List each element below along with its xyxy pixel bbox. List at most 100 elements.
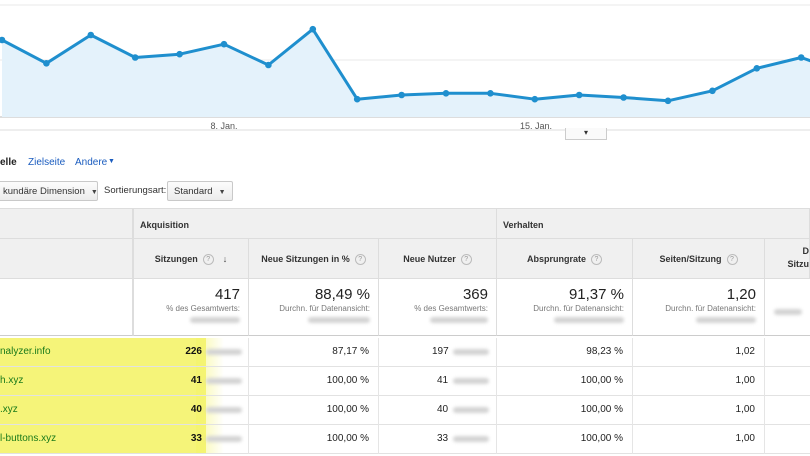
- column-header-new-users[interactable]: Neue Nutzer?: [379, 239, 497, 279]
- totals-sessions-sub: % des Gesamtwerts:: [166, 304, 240, 313]
- chevron-down-icon: ▾: [583, 128, 588, 137]
- chevron-down-icon[interactable]: ▼: [108, 158, 115, 165]
- row-source-link[interactable]: l-buttons.xyz: [0, 433, 57, 444]
- row-new-sessions: 87,17 %: [249, 338, 379, 367]
- row-sessions: 40: [133, 396, 249, 425]
- series-line: [1, 27, 810, 103]
- row-new-sessions: 100,00 %: [249, 396, 379, 425]
- column-header-sessions[interactable]: Sitzungen? ↓: [133, 239, 249, 279]
- redacted-value: [430, 316, 488, 323]
- help-icon[interactable]: ?: [591, 254, 602, 266]
- data-point[interactable]: [753, 65, 761, 72]
- row-source-link[interactable]: .xyz: [0, 404, 18, 415]
- row-new-sessions: 100,00 %: [249, 367, 379, 396]
- column-header-new-sessions[interactable]: Neue Sitzungen in %?: [249, 239, 379, 279]
- table-row[interactable]: h.xyz 41 100,00 % 41 100,00 % 1,00: [0, 367, 810, 396]
- help-icon[interactable]: ?: [354, 254, 366, 266]
- data-point[interactable]: [664, 97, 672, 105]
- tab-active[interactable]: elle: [0, 157, 17, 168]
- totals-sessions: 417 % des Gesamtwerts:: [133, 279, 249, 336]
- chevron-down-icon: ▼: [218, 189, 226, 196]
- data-point[interactable]: [220, 40, 228, 48]
- column-header-bounce-rate[interactable]: Absprungrate?: [497, 239, 633, 279]
- row-sessions: 33: [133, 425, 249, 454]
- sort-type-value: Standard: [174, 186, 213, 197]
- series-area: [2, 29, 810, 117]
- data-point[interactable]: [176, 50, 183, 58]
- group-header-blank: [0, 208, 133, 239]
- group-header-behavior: Verhalten: [497, 208, 810, 239]
- sort-down-arrow-icon: ↓: [222, 254, 228, 264]
- data-point[interactable]: [797, 54, 805, 61]
- row-pages-per-session: 1,02: [633, 338, 765, 367]
- secondary-dimension-label: kundäre Dimension: [3, 186, 85, 197]
- table-row[interactable]: .xyz 40 100,00 % 40 100,00 % 1,00: [0, 396, 810, 425]
- row-pages-per-session: 1,00: [633, 396, 765, 425]
- data-point[interactable]: [87, 31, 95, 39]
- data-point[interactable]: [575, 91, 583, 99]
- column-header-pages-per-session[interactable]: Seiten/Sitzung?: [633, 239, 765, 279]
- table-row[interactable]: nalyzer.info 226 87,17 % 197 98,23 % 1,0…: [0, 338, 810, 367]
- row-source-link[interactable]: nalyzer.info: [0, 346, 51, 357]
- row-new-users: 33: [379, 425, 497, 454]
- totals-new-sessions: 88,49 % Durchn. für Datenansicht:: [249, 279, 379, 336]
- data-point[interactable]: [709, 87, 716, 95]
- data-point[interactable]: [0, 36, 6, 44]
- x-tick-label-1: 8. Jan.: [210, 121, 238, 131]
- totals-new-users: 369 % des Gesamtwerts:: [379, 279, 497, 336]
- help-icon[interactable]: ?: [460, 254, 472, 266]
- data-point[interactable]: [531, 95, 539, 103]
- row-bounce-rate: 100,00 %: [497, 396, 633, 425]
- highlight-marker-edge: [196, 338, 224, 454]
- help-icon[interactable]: ?: [726, 254, 738, 266]
- highlight-marker: [0, 338, 206, 454]
- redacted-value: [696, 316, 756, 323]
- data-point[interactable]: [265, 61, 272, 69]
- table-row[interactable]: l-buttons.xyz 33 100,00 % 33 100,00 % 1,…: [0, 425, 810, 454]
- data-point[interactable]: [620, 94, 627, 101]
- totals-label-cell: [0, 279, 133, 336]
- totals-new-sessions-sub: Durchn. für Datenansicht:: [279, 304, 370, 313]
- redacted-value: [453, 349, 489, 355]
- totals-bounce-rate-value: 91,37 %: [568, 286, 624, 303]
- data-point[interactable]: [442, 90, 450, 97]
- tab-andere[interactable]: Andere: [75, 157, 108, 168]
- duration-header-label-2: Sitzu: [787, 259, 810, 269]
- row-sessions: 226: [133, 338, 249, 367]
- column-header-source: [0, 239, 133, 279]
- row-new-users: 197: [379, 338, 497, 367]
- redacted-value: [453, 436, 489, 442]
- totals-pages-per-session-sub: Durchn. für Datenansicht:: [665, 304, 756, 313]
- sessions-line-chart: [0, 4, 810, 131]
- help-icon[interactable]: ?: [202, 254, 214, 266]
- data-point[interactable]: [43, 60, 50, 67]
- redacted-value: [206, 349, 242, 355]
- data-point[interactable]: [309, 25, 317, 33]
- data-point[interactable]: [131, 54, 139, 61]
- row-source-link[interactable]: h.xyz: [0, 375, 24, 386]
- chart-resize-handle[interactable]: ▾: [565, 128, 607, 140]
- row-new-sessions: 100,00 %: [249, 425, 379, 454]
- secondary-dimension-dropdown[interactable]: kundäre Dimension ▼: [0, 181, 98, 201]
- totals-pages-per-session-value: 1,20: [726, 286, 756, 303]
- row-pages-per-session: 1,00: [633, 367, 765, 396]
- column-header-duration[interactable]: D Sitzu: [765, 239, 810, 279]
- totals-new-sessions-value: 88,49 %: [314, 286, 370, 303]
- redacted-value: [453, 378, 489, 384]
- data-point[interactable]: [353, 95, 361, 103]
- redacted-value: [774, 308, 802, 315]
- sort-type-dropdown[interactable]: Standard ▼: [167, 181, 233, 201]
- duration-header-label: D: [802, 246, 810, 256]
- data-point[interactable]: [398, 91, 405, 99]
- tab-zielseite[interactable]: Zielseite: [28, 157, 66, 168]
- redacted-value: [206, 378, 242, 384]
- data-point[interactable]: [487, 90, 494, 97]
- redacted-value: [308, 316, 370, 323]
- chevron-down-icon: ▼: [90, 189, 98, 196]
- totals-duration: [765, 279, 810, 336]
- totals-bounce-rate: 91,37 % Durchn. für Datenansicht:: [497, 279, 633, 336]
- totals-new-users-sub: % des Gesamtwerts:: [414, 304, 488, 313]
- new-sessions-header-label: Neue Sitzungen in %: [261, 254, 350, 264]
- x-tick-label-2: 15. Jan.: [519, 121, 553, 131]
- redacted-value: [190, 316, 240, 323]
